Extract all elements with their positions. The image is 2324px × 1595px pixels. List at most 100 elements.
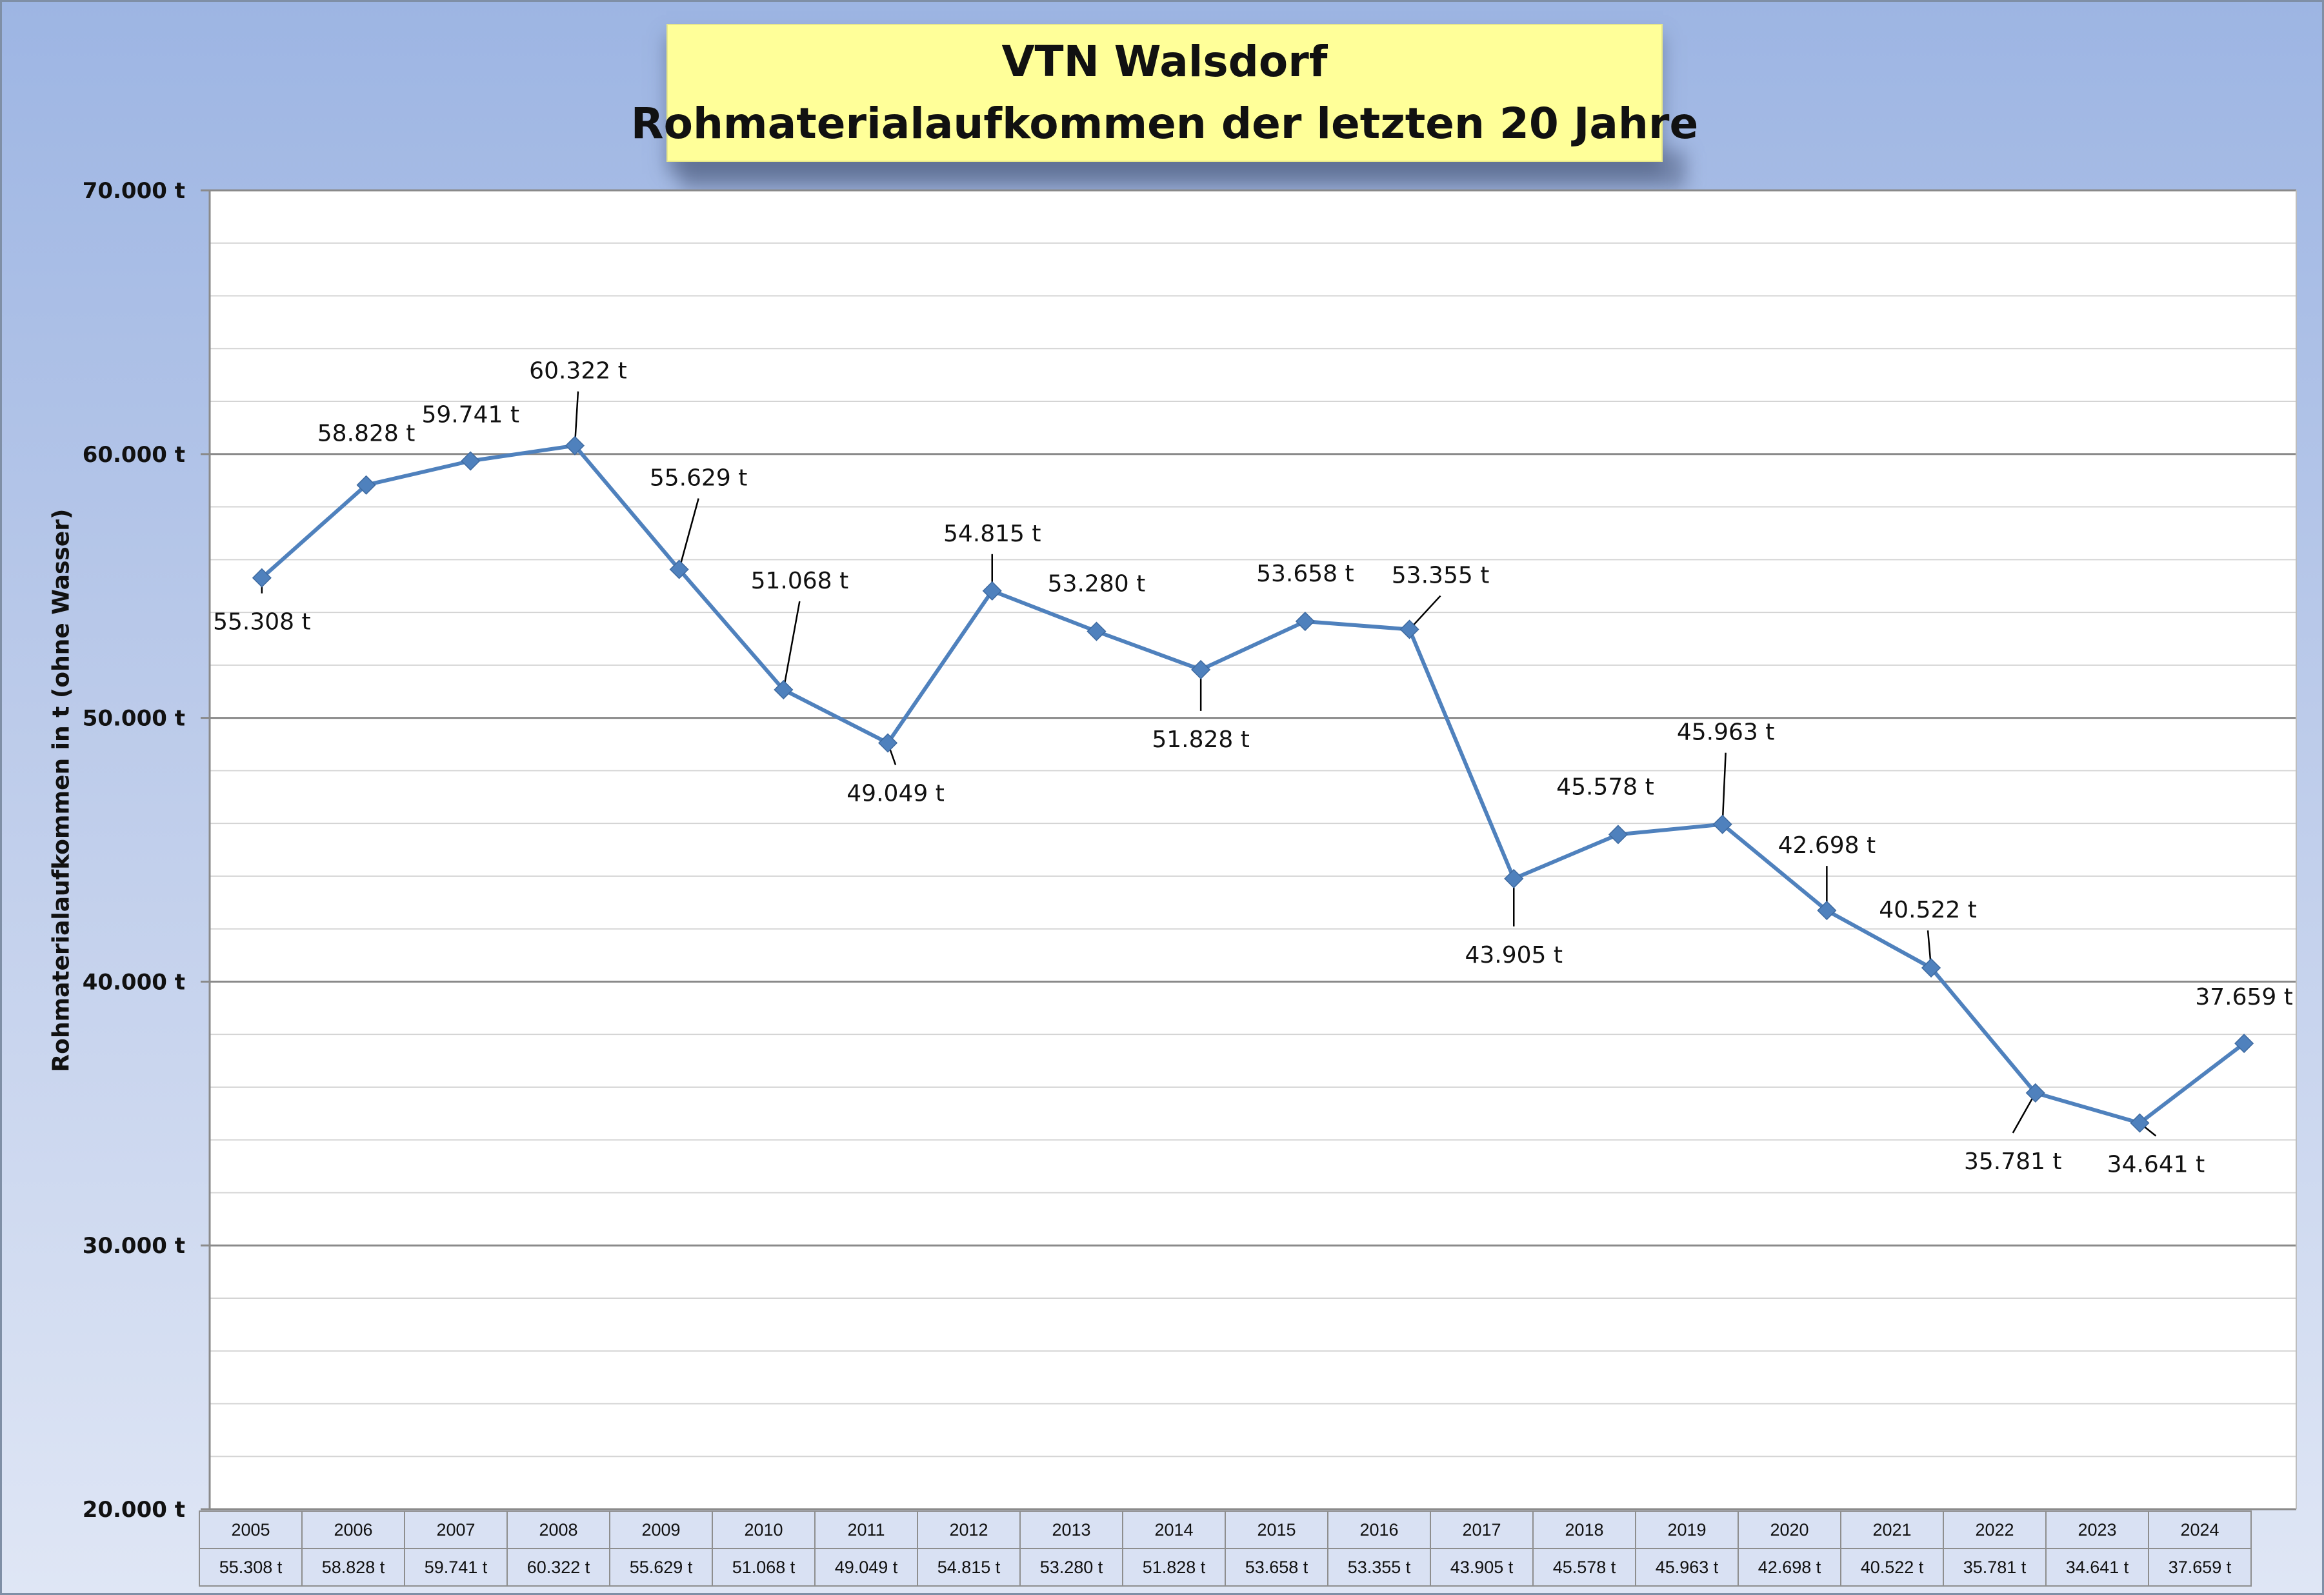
data-table-category-cell: 2011 bbox=[814, 1510, 918, 1549]
data-point-marker bbox=[1817, 901, 1837, 921]
data-table-category-cell: 2006 bbox=[301, 1510, 405, 1549]
data-point-marker bbox=[1504, 868, 1524, 888]
data-table-value-cell: 55.308 t bbox=[199, 1548, 303, 1587]
data-point-marker bbox=[669, 559, 689, 579]
data-table-value-cell: 58.828 t bbox=[301, 1548, 405, 1587]
leader-line bbox=[1408, 595, 1441, 630]
data-table-value-cell: 34.641 t bbox=[2045, 1548, 2149, 1587]
data-point-marker bbox=[1399, 619, 1419, 639]
data-point-marker bbox=[2025, 1083, 2045, 1103]
leader-line bbox=[1721, 752, 1727, 825]
leader-line bbox=[2012, 1092, 2036, 1134]
y-tick-label: 70.000 t bbox=[83, 178, 185, 204]
data-point-marker bbox=[877, 733, 898, 753]
data-table-value-cell: 59.741 t bbox=[404, 1548, 508, 1587]
data-point-marker bbox=[2234, 1034, 2254, 1054]
y-tick-label: 50.000 t bbox=[83, 706, 185, 732]
data-table-category-cell: 2015 bbox=[1225, 1510, 1328, 1549]
data-label: 55.308 t bbox=[213, 609, 311, 636]
data-label: 37.659 t bbox=[2195, 984, 2293, 1010]
data-table-value-cell: 42.698 t bbox=[1738, 1548, 1841, 1587]
data-table-category-cell: 2008 bbox=[506, 1510, 610, 1549]
data-point-marker bbox=[461, 451, 481, 471]
data-label: 53.658 t bbox=[1256, 561, 1354, 587]
data-label: 60.322 t bbox=[529, 358, 627, 385]
data-table-category-cell: 2005 bbox=[199, 1510, 303, 1549]
data-table: 2005 2006 2007 2008 2009 2010 2011 2012 2013 2014… bbox=[199, 1510, 2252, 1587]
data-table-value-row: 55.308 t 58.828 t 59.741 t 60.322 t 55.629 t… bbox=[199, 1548, 2252, 1587]
data-table-category-cell: 2022 bbox=[1943, 1510, 2047, 1549]
data-table-category-cell: 2018 bbox=[1532, 1510, 1636, 1549]
data-table-value-cell: 45.578 t bbox=[1532, 1548, 1636, 1587]
data-table-category-cell: 2013 bbox=[1019, 1510, 1123, 1549]
chart-title-box: VTN Walsdorf Rohmaterialaufkommen der le… bbox=[631, 24, 1698, 162]
data-point-marker bbox=[356, 475, 376, 495]
data-table-category-row: 2005 2006 2007 2008 2009 2010 2011 2012 2013 2014… bbox=[199, 1510, 2252, 1549]
leader-line bbox=[678, 498, 699, 570]
y-tick-label: 20.000 t bbox=[83, 1497, 185, 1523]
data-label: 34.641 t bbox=[2107, 1151, 2205, 1178]
plot-background bbox=[210, 190, 2296, 1509]
data-table-category-cell: 2023 bbox=[2045, 1510, 2149, 1549]
data-label: 55.629 t bbox=[650, 465, 748, 491]
data-table-value-cell: 53.280 t bbox=[1019, 1548, 1123, 1587]
series-line bbox=[260, 443, 2245, 1125]
data-table-value-cell: 53.658 t bbox=[1225, 1548, 1328, 1587]
data-table-category-cell: 2017 bbox=[1430, 1510, 1534, 1549]
data-point-marker bbox=[1295, 612, 1315, 632]
data-label: 53.355 t bbox=[1392, 562, 1490, 588]
data-table-value-cell: 60.322 t bbox=[506, 1548, 610, 1587]
data-table-value-cell: 51.828 t bbox=[1122, 1548, 1226, 1587]
data-table-value-cell: 54.815 t bbox=[917, 1548, 1021, 1587]
data-label: 43.905 t bbox=[1465, 942, 1563, 968]
data-table-value-cell: 35.781 t bbox=[1943, 1548, 2047, 1587]
data-table-value-cell: 40.522 t bbox=[1840, 1548, 1944, 1587]
data-label: 35.781 t bbox=[1964, 1149, 2062, 1175]
data-point-marker bbox=[565, 436, 585, 456]
data-table-value-cell: 45.963 t bbox=[1635, 1548, 1739, 1587]
data-table-category-cell: 2014 bbox=[1122, 1510, 1226, 1549]
y-tick-label: 30.000 t bbox=[83, 1233, 185, 1259]
leader-line bbox=[783, 601, 801, 690]
data-label: 59.741 t bbox=[421, 401, 519, 428]
data-point-marker bbox=[1921, 958, 1941, 978]
data-point-marker bbox=[2130, 1113, 2150, 1133]
data-table-value-cell: 51.068 t bbox=[712, 1548, 816, 1587]
data-point-marker bbox=[1712, 814, 1732, 834]
data-label: 49.049 t bbox=[846, 780, 945, 807]
data-table-category-cell: 2020 bbox=[1738, 1510, 1841, 1549]
data-point-marker bbox=[1191, 659, 1211, 679]
data-table-category-cell: 2019 bbox=[1635, 1510, 1739, 1549]
data-table-category-cell: 2007 bbox=[404, 1510, 508, 1549]
data-table-value-cell: 43.905 t bbox=[1430, 1548, 1534, 1587]
data-point-marker bbox=[252, 568, 272, 588]
data-table-category-cell: 2012 bbox=[917, 1510, 1021, 1549]
data-label: 45.963 t bbox=[1677, 719, 1775, 746]
data-label: 58.828 t bbox=[317, 421, 416, 447]
data-point-marker bbox=[1608, 825, 1628, 845]
data-label: 40.522 t bbox=[1879, 897, 1977, 923]
data-label: 53.280 t bbox=[1048, 571, 1146, 597]
data-table-value-cell: 53.355 t bbox=[1327, 1548, 1431, 1587]
data-point-marker bbox=[774, 679, 794, 700]
data-table-value-cell: 37.659 t bbox=[2148, 1548, 2252, 1587]
data-table-category-cell: 2016 bbox=[1327, 1510, 1431, 1549]
data-label: 45.578 t bbox=[1556, 774, 1654, 800]
chart-title-line-2: Rohmaterialaufkommen der letzten 20 Jahr… bbox=[630, 99, 1699, 148]
data-label: 51.068 t bbox=[751, 568, 849, 594]
y-tick-label: 60.000 t bbox=[83, 442, 185, 468]
data-table-value-cell: 49.049 t bbox=[814, 1548, 918, 1587]
data-table-category-cell: 2010 bbox=[712, 1510, 816, 1549]
data-table-category-cell: 2021 bbox=[1840, 1510, 1944, 1549]
data-table-category-cell: 2024 bbox=[2148, 1510, 2252, 1549]
data-label: 54.815 t bbox=[943, 521, 1041, 547]
y-tick-label: 40.000 t bbox=[83, 969, 185, 995]
chart-title-line-1: VTN Walsdorf bbox=[1001, 37, 1328, 86]
data-point-marker bbox=[982, 581, 1002, 601]
data-label: 51.828 t bbox=[1152, 727, 1250, 753]
data-table-category-cell: 2009 bbox=[609, 1510, 713, 1549]
data-label: 42.698 t bbox=[1778, 832, 1876, 859]
data-table-value-cell: 55.629 t bbox=[609, 1548, 713, 1587]
